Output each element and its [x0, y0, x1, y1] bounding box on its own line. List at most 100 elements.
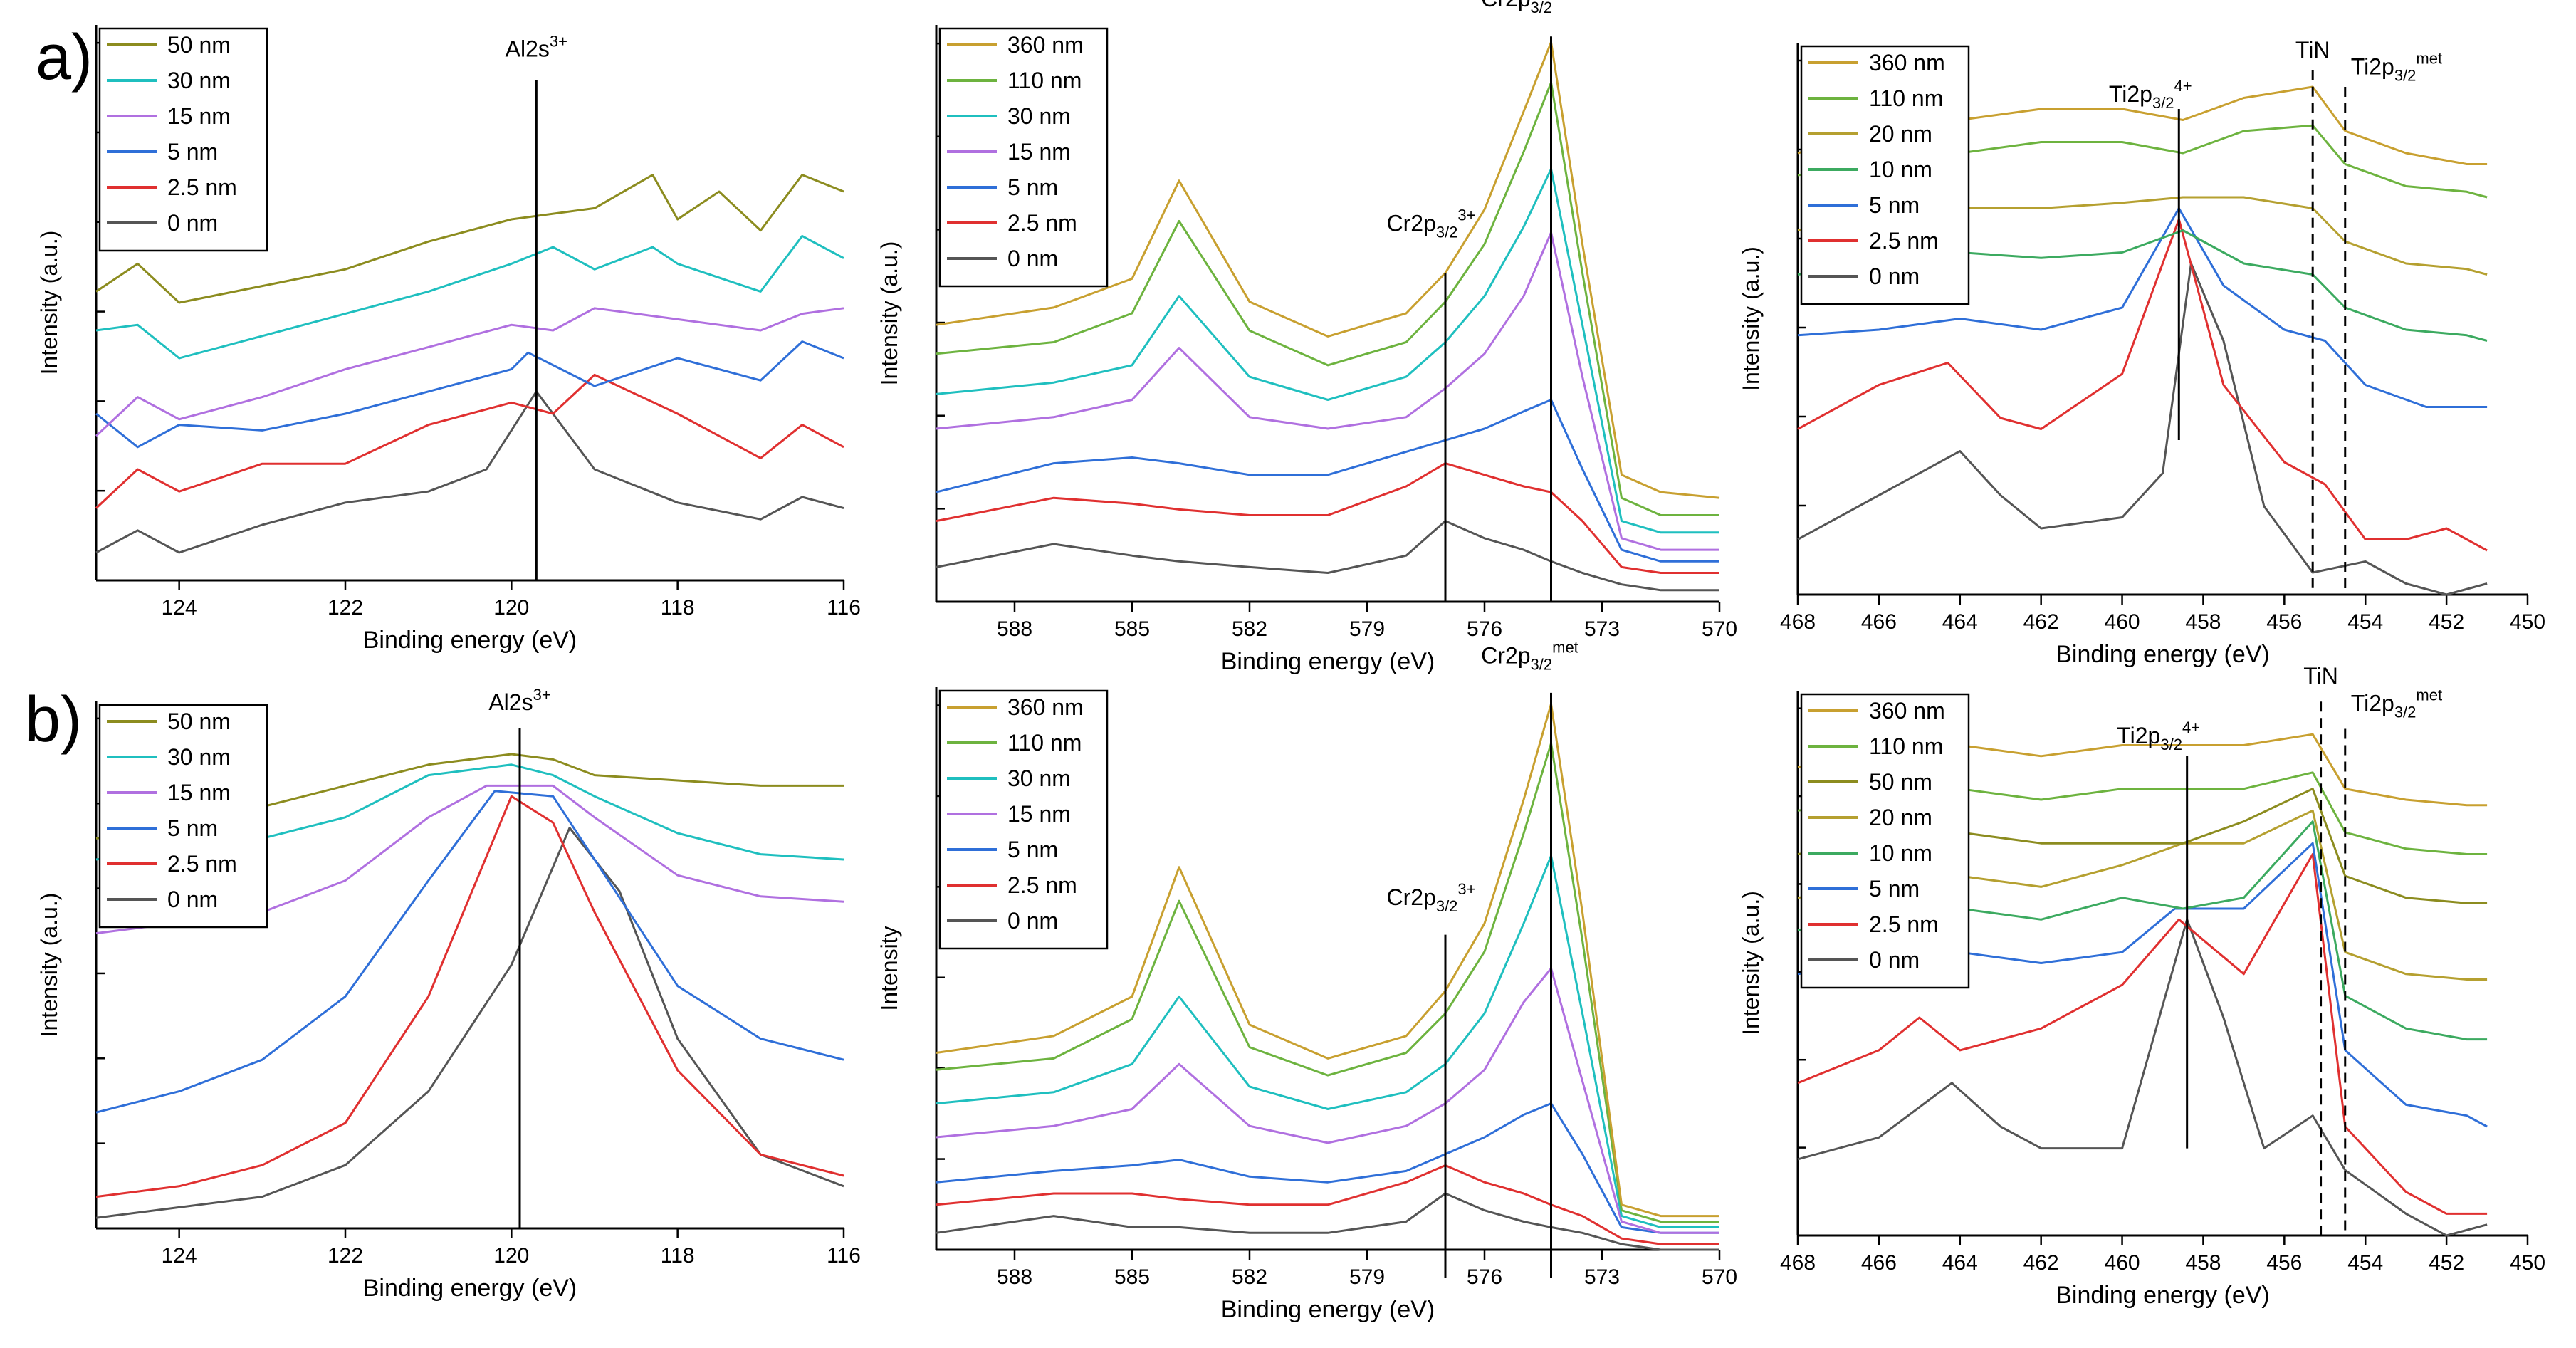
legend-label: 2.5 nm	[1869, 228, 1939, 254]
series-line-0nm	[95, 390, 844, 554]
series-line-5nm	[936, 1102, 1719, 1234]
x-tick-label: 585	[1114, 1265, 1150, 1289]
legend-label: 5 nm	[1007, 174, 1058, 200]
chart-a-cr2p: 588 585 582 579 576 573 570 Binding energy (eV)…	[876, 0, 1737, 675]
legend-label: 5 nm	[1007, 837, 1058, 862]
legend-label: 2.5 nm	[1007, 872, 1077, 898]
x-tick-label: 118	[661, 596, 695, 620]
legend-label: 0 nm	[167, 210, 218, 236]
legend-label: 20 nm	[1869, 805, 1932, 830]
x-axis-title: Binding energy (eV)	[363, 627, 577, 654]
x-tick-label: 464	[1942, 610, 1978, 634]
legend-label: 5 nm	[167, 139, 218, 164]
x-tick-label: 573	[1584, 617, 1620, 641]
legend-label: 20 nm	[1869, 121, 1932, 147]
legend-label: 10 nm	[1869, 840, 1932, 866]
x-tick-label: 573	[1584, 1265, 1620, 1289]
peak-label-2: Ti2p3/2met	[2351, 49, 2442, 84]
chart-b-cr2p: 588 585 582 579 576 573 570 Binding energy (eV)…	[876, 638, 1737, 1323]
legend-label: 0 nm	[1007, 246, 1058, 271]
legend-label: 15 nm	[167, 780, 231, 805]
legend-label: 5 nm	[167, 815, 218, 841]
legend-label: 50 nm	[167, 32, 231, 58]
x-tick-label: 579	[1349, 617, 1385, 641]
legend-label: 0 nm	[1869, 947, 1920, 973]
legend-label: 0 nm	[167, 887, 218, 912]
series-line-0nm	[936, 520, 1719, 592]
legend-label: 5 nm	[1869, 192, 1920, 218]
series-line-0nm	[95, 827, 844, 1219]
x-tick-label: 468	[1780, 1251, 1816, 1275]
x-tick-label: 454	[2347, 610, 2383, 634]
series-line-5nm	[95, 790, 844, 1114]
legend-box	[938, 27, 1109, 288]
legend-label: 110 nm	[1007, 730, 1082, 756]
peak-label-2: Ti2p3/2met	[2351, 686, 2442, 721]
y-axis-title: Intensity (a.u.)	[1738, 891, 1764, 1035]
y-axis-title: Intensity (a.u.)	[36, 231, 62, 375]
x-tick-label: 122	[328, 596, 363, 620]
x-tick-label: 458	[2185, 610, 2221, 634]
x-axis-title: Binding energy (eV)	[1221, 1296, 1435, 1323]
x-tick-label: 582	[1232, 617, 1267, 641]
x-tick-label: 460	[2105, 610, 2140, 634]
peak-label-1: Cr2p3/2met	[1481, 638, 1578, 673]
legend-label: 30 nm	[167, 68, 231, 93]
x-tick-label: 468	[1780, 610, 1816, 634]
legend-label: 360 nm	[1869, 698, 1945, 723]
legend-box	[1800, 45, 1970, 305]
series-line-30nm	[95, 234, 844, 360]
legend-label: 110 nm	[1869, 733, 1943, 759]
chart-a-al2s: 124 122 120 118 116 Binding energy (eV) Intens…	[36, 25, 861, 654]
series-line-2.5nm	[936, 462, 1719, 574]
x-tick-label: 456	[2266, 1251, 2302, 1275]
legend-label: 15 nm	[1007, 801, 1071, 827]
series-line-5nm	[95, 340, 844, 449]
y-axis-title: Intensity (a.u.)	[876, 241, 902, 386]
legend-label: 50 nm	[167, 709, 231, 734]
series-line-2.5nm	[95, 795, 844, 1198]
series-line-0nm	[1797, 262, 2488, 596]
series-line-2.5nm	[1797, 853, 2488, 1215]
chart-b-al2s: 124 122 120 118 116 Binding energy (eV) Intens…	[36, 686, 861, 1302]
legend-box	[1800, 693, 1970, 989]
x-tick-label: 576	[1467, 1265, 1502, 1289]
legend-box	[938, 689, 1109, 950]
x-tick-label: 452	[2429, 610, 2464, 634]
legend-label: 2.5 nm	[167, 174, 237, 200]
legend-label: 30 nm	[1007, 103, 1071, 129]
x-tick-label: 452	[2429, 1251, 2464, 1275]
x-tick-label: 116	[827, 596, 861, 620]
x-tick-label: 582	[1232, 1265, 1267, 1289]
x-tick-label: 120	[493, 1244, 529, 1268]
x-tick-label: 450	[2510, 610, 2545, 634]
legend-label: 2.5 nm	[1869, 911, 1939, 937]
x-tick-label: 124	[162, 1244, 197, 1268]
y-axis-title: Intensity	[876, 926, 902, 1010]
x-tick-label: 450	[2510, 1251, 2545, 1275]
series-line-5nm	[1797, 207, 2488, 408]
legend-label: 2.5 nm	[167, 851, 237, 877]
x-axis-title: Binding energy (eV)	[1221, 648, 1435, 675]
x-tick-label: 124	[162, 596, 197, 620]
legend-label: 110 nm	[1007, 68, 1082, 93]
peak-label-0: Ti2p3/24+	[2117, 719, 2200, 753]
x-axis-title: Binding energy (eV)	[363, 1275, 577, 1302]
x-tick-label: 120	[493, 596, 529, 620]
legend-label: 0 nm	[1869, 263, 1920, 289]
x-tick-label: 585	[1114, 617, 1150, 641]
legend-label: 360 nm	[1869, 50, 1945, 75]
series-line-15nm	[95, 307, 844, 437]
series-line-2.5nm	[95, 373, 844, 509]
x-tick-label: 122	[328, 1244, 363, 1268]
legend-label: 2.5 nm	[1007, 210, 1077, 236]
peak-label-0: Ti2p3/24+	[2109, 77, 2192, 112]
legend-label: 15 nm	[167, 103, 231, 129]
x-tick-label: 570	[1702, 1265, 1737, 1289]
chart-a-ti2p: 468 466 464 462 460 458 456 454 452 450 Binding en…	[1738, 37, 2545, 668]
legend-label: 360 nm	[1007, 694, 1084, 720]
legend-label: 30 nm	[167, 744, 231, 770]
peak-label-0: Cr2p3/23+	[1386, 880, 1475, 915]
series-line-2.5nm	[1797, 218, 2488, 552]
